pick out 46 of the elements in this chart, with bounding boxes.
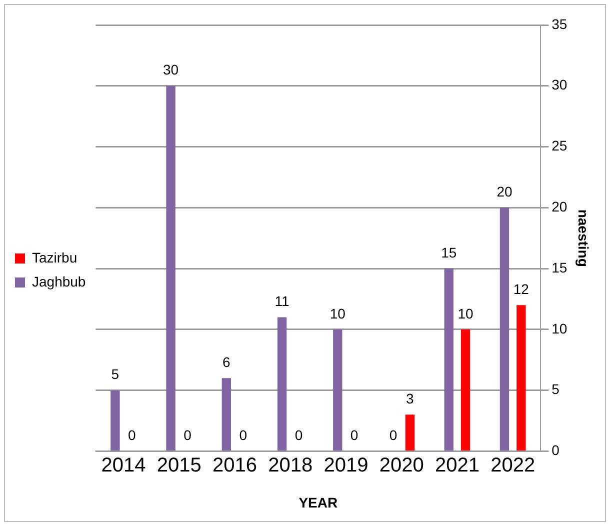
y-tick-label: 10 bbox=[552, 320, 568, 336]
data-label: 6 bbox=[222, 354, 231, 370]
data-label: 0 bbox=[239, 427, 248, 444]
y-tick-label: 25 bbox=[552, 138, 568, 154]
data-label: 0 bbox=[294, 427, 303, 444]
bar bbox=[444, 268, 454, 450]
bar bbox=[500, 208, 510, 450]
bar bbox=[277, 317, 287, 450]
data-label: 10 bbox=[330, 305, 346, 322]
x-tick-label: 2015 bbox=[156, 454, 202, 477]
data-label: 11 bbox=[274, 293, 290, 310]
data-label: 3 bbox=[406, 390, 414, 407]
data-label: 0 bbox=[128, 427, 136, 444]
x-tick-label: 2018 bbox=[268, 454, 313, 477]
data-label: 20 bbox=[496, 184, 512, 200]
y-tick-label: 15 bbox=[552, 259, 568, 276]
legend-label: Jaghbub bbox=[32, 273, 86, 290]
data-label: 0 bbox=[350, 427, 358, 444]
data-label: 5 bbox=[111, 366, 120, 382]
x-axis-title: YEAR bbox=[298, 494, 338, 510]
data-label: 10 bbox=[458, 305, 474, 322]
bar bbox=[222, 378, 231, 450]
x-tick-label: 2014 bbox=[101, 454, 146, 477]
x-tick-label: 2020 bbox=[379, 454, 424, 477]
y-tick-label: 30 bbox=[552, 76, 568, 93]
data-label: 0 bbox=[389, 427, 398, 444]
x-tick-label: 2019 bbox=[324, 454, 368, 477]
legend-label: Tazirbu bbox=[32, 249, 78, 266]
y-tick-label: 35 bbox=[552, 16, 568, 32]
bar bbox=[460, 329, 470, 450]
bar bbox=[110, 390, 120, 450]
y-tick-label: 20 bbox=[552, 198, 568, 215]
bar bbox=[166, 86, 176, 450]
data-label: 0 bbox=[184, 427, 192, 444]
y-axis-title: naesting bbox=[576, 209, 592, 267]
bar bbox=[333, 329, 342, 450]
y-tick-label: 5 bbox=[552, 381, 560, 398]
x-tick-label: 2021 bbox=[434, 454, 480, 477]
data-label: 12 bbox=[513, 280, 530, 297]
x-tick-label: 2022 bbox=[490, 454, 536, 477]
bar bbox=[516, 305, 526, 450]
bar bbox=[405, 414, 415, 450]
y-tick-label: 0 bbox=[552, 442, 560, 458]
x-tick-label: 2016 bbox=[212, 454, 257, 477]
data-label: 15 bbox=[441, 244, 457, 260]
data-label: 30 bbox=[163, 62, 179, 78]
